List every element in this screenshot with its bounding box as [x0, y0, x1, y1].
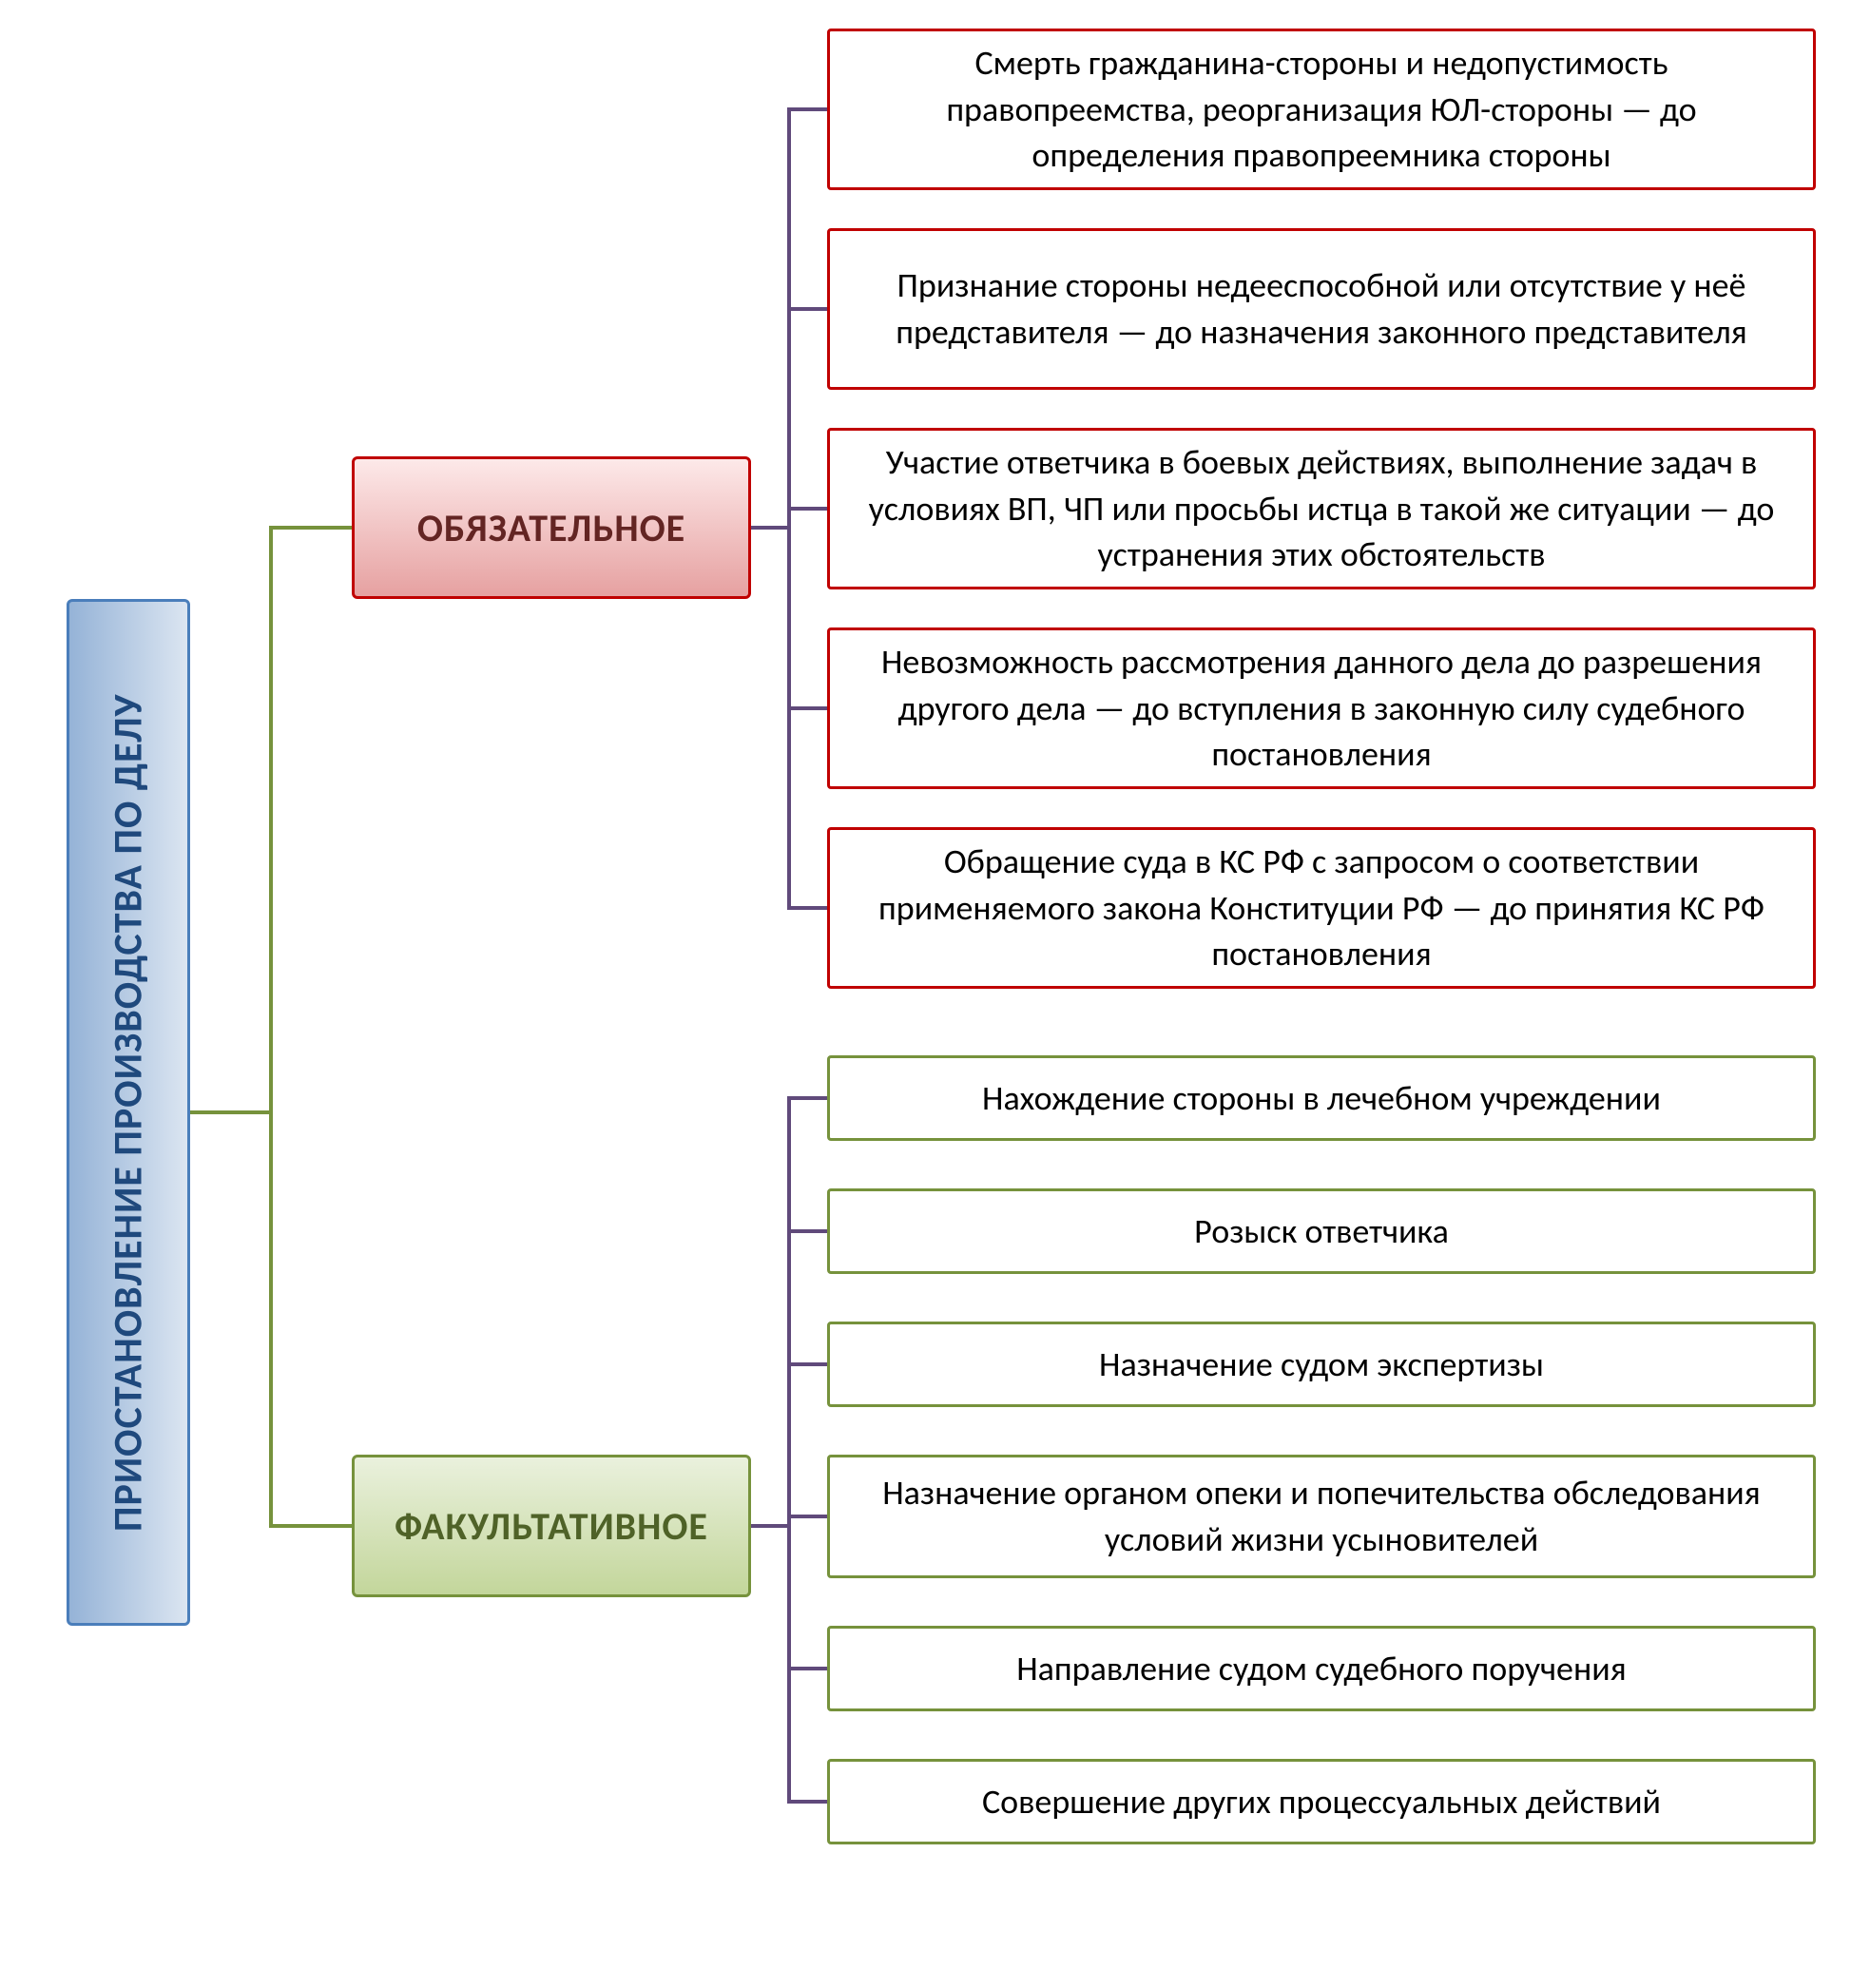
leaf-text: Невозможность рассмотрения данного дела …: [849, 639, 1794, 778]
leaf-text: Розыск ответчика: [1194, 1208, 1449, 1255]
leaf-mandatory-3: Невозможность рассмотрения данного дела …: [827, 627, 1816, 789]
leaf-text: Смерть гражданина-стороны и недопустимос…: [849, 40, 1794, 179]
leaf-text: Признание стороны недееспособной или отс…: [849, 262, 1794, 355]
leaf-optional-3: Назначение органом опеки и попечительств…: [827, 1455, 1816, 1578]
leaf-mandatory-2: Участие ответчика в боевых действиях, вы…: [827, 428, 1816, 589]
category-label: ОБЯЗАТЕЛЬНОЕ: [417, 505, 685, 551]
category-mandatory: ОБЯЗАТЕЛЬНОЕ: [352, 456, 751, 599]
root-label: ПРИОСТАНОВЛЕНИЕ ПРОИЗВОДСТВА ПО ДЕЛУ: [105, 693, 153, 1532]
leaf-text: Направление судом судебного поручения: [1016, 1646, 1626, 1692]
leaf-optional-0: Нахождение стороны в лечебном учреждении: [827, 1055, 1816, 1141]
leaf-text: Назначение органом опеки и попечительств…: [849, 1470, 1794, 1562]
leaf-mandatory-1: Признание стороны недееспособной или отс…: [827, 228, 1816, 390]
leaf-mandatory-0: Смерть гражданина-стороны и недопустимос…: [827, 29, 1816, 190]
root-node: ПРИОСТАНОВЛЕНИЕ ПРОИЗВОДСТВА ПО ДЕЛУ: [67, 599, 190, 1626]
leaf-text: Участие ответчика в боевых действиях, вы…: [849, 439, 1794, 578]
leaf-text: Обращение суда в КС РФ с запросом о соот…: [849, 839, 1794, 977]
leaf-text: Нахождение стороны в лечебном учреждении: [982, 1075, 1661, 1122]
leaf-mandatory-4: Обращение суда в КС РФ с запросом о соот…: [827, 827, 1816, 989]
leaf-text: Совершение других процессуальных действи…: [982, 1779, 1661, 1825]
leaf-optional-5: Совершение других процессуальных действи…: [827, 1759, 1816, 1844]
category-optional: ФАКУЛЬТАТИВНОЕ: [352, 1455, 751, 1597]
leaf-optional-1: Розыск ответчика: [827, 1188, 1816, 1274]
leaf-text: Назначение судом экспертизы: [1099, 1341, 1544, 1388]
leaf-optional-2: Назначение судом экспертизы: [827, 1322, 1816, 1407]
leaf-optional-4: Направление судом судебного поручения: [827, 1626, 1816, 1711]
category-label: ФАКУЛЬТАТИВНОЕ: [395, 1503, 708, 1550]
